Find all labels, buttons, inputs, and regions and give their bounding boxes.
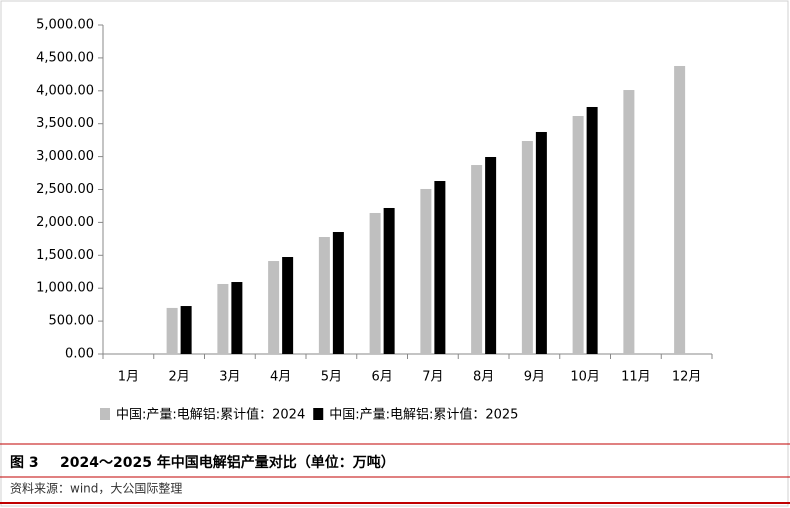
y-tick-label: 0.00 xyxy=(65,347,94,362)
bar xyxy=(231,282,243,354)
legend-label: 中国:产量:电解铝:累计值：2024 xyxy=(116,407,305,423)
source: 资料来源：wind，大公国际整理 xyxy=(10,481,182,496)
bar xyxy=(369,212,381,354)
x-tick-label: 10月 xyxy=(570,370,600,385)
x-tick-label: 1月 xyxy=(118,370,139,385)
x-tick-label: 11月 xyxy=(621,370,651,385)
bar xyxy=(572,116,584,354)
y-tick-label: 3,500.00 xyxy=(36,116,94,131)
y-tick-label: 1,000.00 xyxy=(36,281,94,296)
figure-label: 图 3 xyxy=(10,455,39,471)
bar xyxy=(623,90,635,354)
y-tick-label: 4,500.00 xyxy=(36,50,94,65)
y-tick-label: 1,500.00 xyxy=(36,248,94,263)
x-tick-label: 12月 xyxy=(672,370,702,385)
bar xyxy=(586,106,598,354)
bar xyxy=(521,141,533,354)
bar xyxy=(674,65,686,354)
bar xyxy=(434,181,446,354)
bar xyxy=(180,306,192,354)
bar xyxy=(535,131,547,354)
chart-title: 2024～2025 年中国电解铝产量对比（单位：万吨） xyxy=(60,454,395,471)
bar xyxy=(268,261,280,354)
bar xyxy=(166,307,178,354)
y-tick-label: 2,000.00 xyxy=(36,215,94,230)
x-tick-label: 9月 xyxy=(524,370,545,385)
bar xyxy=(383,207,395,354)
y-tick-label: 5,000.00 xyxy=(36,18,94,33)
bar xyxy=(485,156,497,354)
bar xyxy=(332,232,344,354)
x-tick-label: 3月 xyxy=(219,370,240,385)
bar xyxy=(217,283,229,354)
x-tick-label: 7月 xyxy=(422,370,443,385)
x-tick-label: 2月 xyxy=(168,370,189,385)
y-tick-label: 3,000.00 xyxy=(36,149,94,164)
y-tick-label: 2,500.00 xyxy=(36,182,94,197)
x-tick-label: 6月 xyxy=(371,370,392,385)
x-tick-label: 4月 xyxy=(270,370,291,385)
bar xyxy=(282,257,294,354)
bar xyxy=(420,188,432,354)
y-tick-label: 4,000.00 xyxy=(36,83,94,98)
x-tick-label: 8月 xyxy=(473,370,494,385)
y-tick-label: 500.00 xyxy=(49,314,95,329)
legend-label: 中国:产量:电解铝:累计值：2025 xyxy=(329,407,518,423)
bar xyxy=(471,165,483,354)
bar xyxy=(318,237,330,354)
legend-swatch xyxy=(313,408,324,420)
x-tick-label: 5月 xyxy=(321,370,342,385)
legend-swatch xyxy=(100,408,110,420)
